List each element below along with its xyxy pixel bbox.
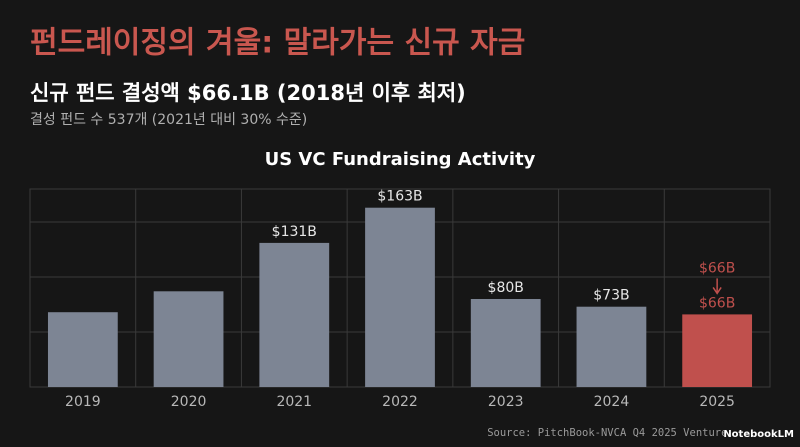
annotation-arrowhead bbox=[712, 286, 722, 295]
x-tick-label: 2021 bbox=[276, 394, 312, 410]
source: Source: PitchBook-NVCA Q4 2025 Venture M… bbox=[487, 427, 778, 439]
x-tick-label: 2024 bbox=[594, 394, 630, 410]
brand: NotebookLM bbox=[723, 429, 794, 440]
bar bbox=[682, 314, 753, 387]
bar bbox=[365, 207, 435, 387]
value-label: $66B bbox=[699, 295, 735, 311]
value-label: $80B bbox=[488, 280, 524, 296]
value-label: $73B bbox=[593, 288, 629, 304]
bar bbox=[153, 291, 224, 387]
note: 결성 펀드 수 537개 (2021년 대비 30% 수준) bbox=[30, 112, 307, 128]
bar bbox=[576, 306, 647, 387]
bar bbox=[259, 242, 330, 387]
chart-title: US VC Fundraising Activity bbox=[265, 149, 536, 170]
brand-bg bbox=[724, 424, 800, 444]
annotation: $66B bbox=[699, 260, 735, 276]
x-tick-label: 2023 bbox=[488, 394, 524, 410]
x-tick-label: 2022 bbox=[382, 394, 418, 410]
x-tick-label: 2025 bbox=[699, 394, 735, 410]
bar bbox=[470, 299, 541, 387]
value-label: $163B bbox=[377, 189, 422, 205]
x-tick-label: 2020 bbox=[171, 394, 207, 410]
x-tick-label: 2019 bbox=[65, 394, 101, 410]
slide-title: 펀드레이징의 겨울: 말라가는 신규 자금 bbox=[30, 26, 525, 61]
value-label: $131B bbox=[272, 224, 317, 240]
bar bbox=[47, 312, 118, 387]
subtitle: 신규 펀드 결성액 $66.1B (2018년 이후 최저) bbox=[30, 81, 466, 105]
